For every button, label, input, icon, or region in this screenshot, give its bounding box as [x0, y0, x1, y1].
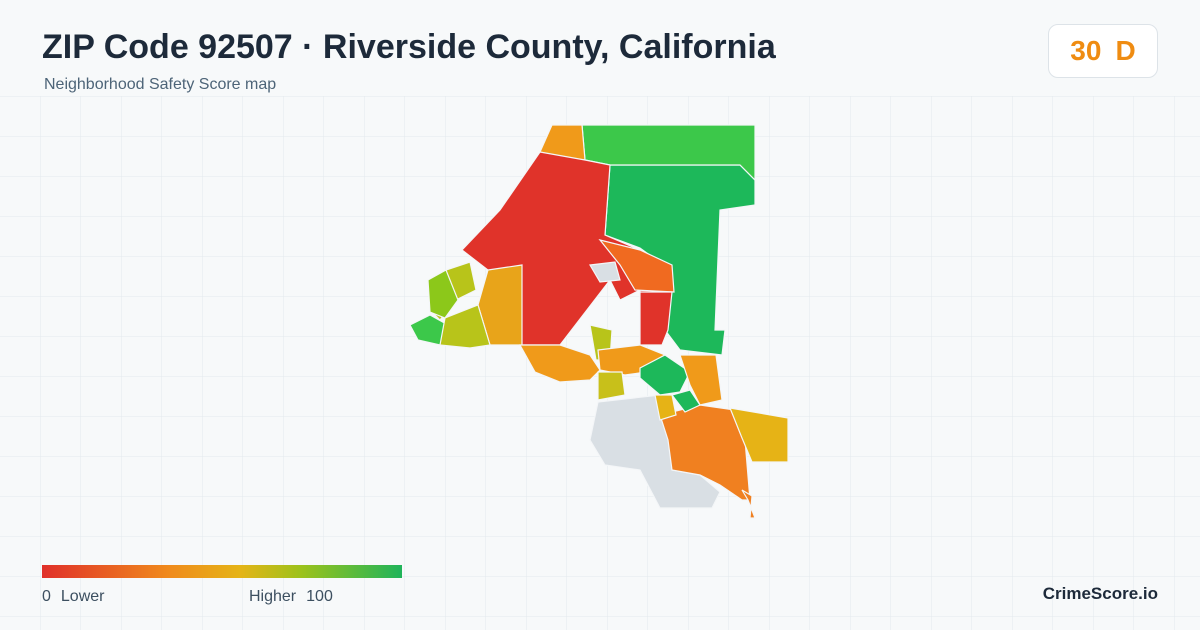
legend-max: 100 [306, 588, 333, 605]
legend-low: 0 Lower [42, 588, 104, 606]
region [518, 344, 601, 383]
legend-high: Higher 100 [249, 588, 333, 606]
region [427, 269, 459, 319]
region [679, 354, 723, 406]
score-grade: D [1115, 35, 1136, 66]
region [598, 238, 675, 293]
region [597, 371, 626, 401]
region [659, 404, 751, 501]
region [439, 304, 491, 349]
region [639, 354, 691, 396]
score-badge: 30 D [1048, 24, 1158, 78]
region [670, 389, 701, 413]
region [604, 164, 756, 356]
region [589, 261, 621, 283]
region [654, 394, 677, 421]
legend-min-label: Lower [60, 588, 105, 605]
region [477, 264, 523, 346]
neighborhoods [409, 124, 789, 519]
region [639, 291, 673, 346]
score-value: 30 [1070, 35, 1102, 66]
brand: CrimeScore.io [1042, 584, 1158, 603]
title: ZIP Code 92507 · Riverside County, Calif… [42, 28, 776, 66]
region [729, 407, 789, 463]
region [741, 489, 756, 519]
legend-max-label: Higher [249, 588, 297, 605]
legend-min: 0 [42, 588, 51, 605]
legend-gradient [42, 565, 402, 578]
subtitle: Neighborhood Safety Score map [44, 76, 277, 93]
